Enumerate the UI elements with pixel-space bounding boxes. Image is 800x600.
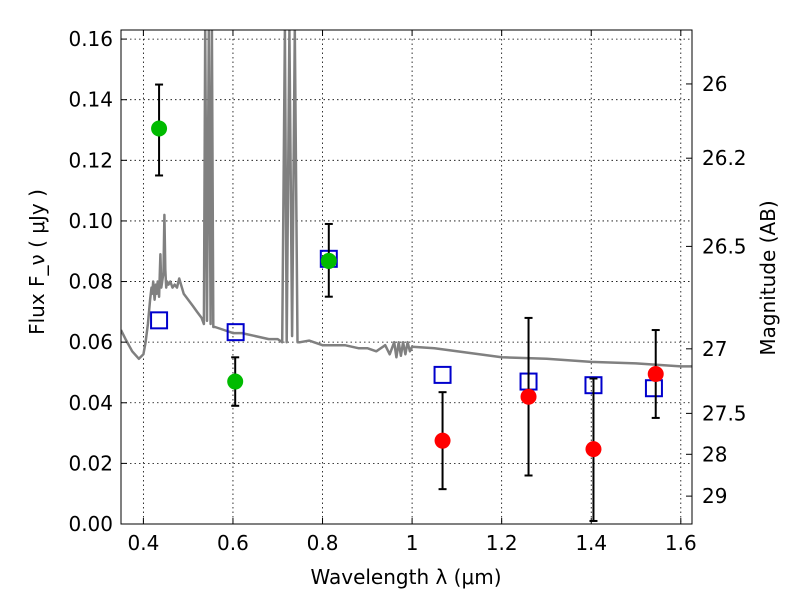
- photometry-point: [520, 388, 537, 405]
- model-square-marker: [226, 323, 245, 342]
- y-tick-label: 0.10: [68, 209, 113, 233]
- x-tick-label: 1.4: [575, 531, 607, 555]
- model-square-marker: [433, 365, 452, 384]
- right-axis-label: Magnitude (AB): [756, 200, 780, 355]
- photometry-point: [151, 120, 168, 137]
- right-tick-label: 27.5: [702, 401, 747, 425]
- right-tick-label: 28: [702, 442, 727, 466]
- plot-frame: [120, 29, 693, 525]
- right-tick-label: 26.5: [702, 234, 747, 258]
- y-tick-label: 0.08: [68, 270, 113, 294]
- y-tick-label: 0.00: [68, 512, 113, 536]
- photometry-point: [647, 365, 664, 382]
- x-tick-label: 1.2: [486, 531, 518, 555]
- photometry-point: [585, 441, 602, 458]
- x-tick-label: 1: [406, 531, 419, 555]
- x-tick-label: 0.6: [217, 531, 249, 555]
- y-tick-label: 0.16: [68, 27, 113, 51]
- right-tick-label: 27: [702, 337, 727, 361]
- y-tick-label: 0.02: [68, 451, 113, 475]
- x-axis-label: Wavelength λ (μm): [310, 565, 501, 589]
- y-tick-label: 0.14: [68, 88, 113, 112]
- spectrum-line: [121, 30, 692, 368]
- y-tick-label: 0.04: [68, 391, 113, 415]
- photometry-point: [434, 432, 451, 449]
- plot-area: [121, 30, 692, 522]
- x-tick-label: 0.4: [127, 531, 159, 555]
- x-tick-label: 1.6: [665, 531, 697, 555]
- photometry-point: [320, 252, 337, 269]
- y-tick-label: 0.06: [68, 330, 113, 354]
- right-tick-label: 26: [702, 72, 727, 96]
- model-square-marker: [150, 311, 169, 330]
- x-tick-label: 0.8: [307, 531, 339, 555]
- y-axis-label: Flux F_ν ( μJy ): [25, 189, 49, 335]
- axis-ticks: 0.4 0.6 0.8 1 1.2 1.4 1.6 0.00 0.02 0.04 0.06 0.08 0…: [68, 27, 746, 555]
- right-tick-label: 29: [702, 484, 727, 508]
- y-tick-label: 0.12: [68, 148, 113, 172]
- photometry-point: [227, 373, 244, 390]
- right-tick-label: 26.2: [702, 146, 747, 170]
